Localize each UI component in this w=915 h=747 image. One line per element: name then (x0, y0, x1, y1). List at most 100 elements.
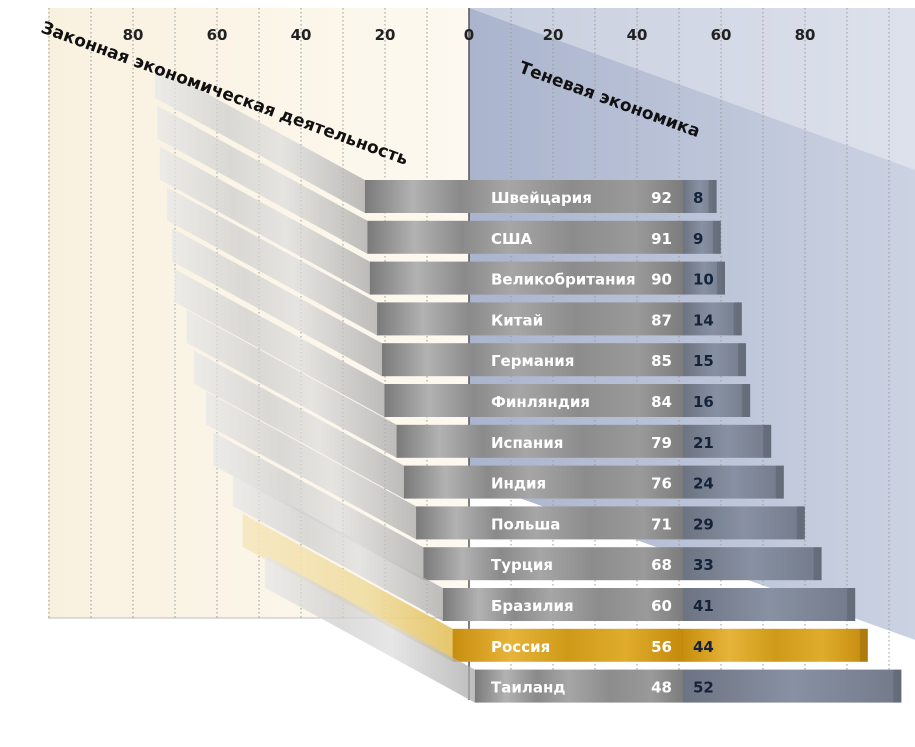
bar-row: Великобритания 90 10 (159, 146, 725, 295)
legal-value-label: 60 (651, 597, 672, 615)
bar-side (157, 105, 368, 254)
shadow-economy-bar (683, 669, 902, 703)
bar-row: Польша 71 29 (206, 391, 805, 540)
legal-economy-bar (396, 424, 683, 458)
country-label: Таиланд (491, 679, 565, 697)
left-tick-label: 60 (207, 26, 228, 44)
bar-row: Бразилия 60 41 (232, 473, 856, 621)
bar-side (264, 554, 475, 703)
bar-row: Россия 56 44 (242, 513, 868, 662)
legal-economy-bar (364, 180, 683, 213)
bar-row: Китай 87 14 (167, 187, 742, 336)
bar-row: Таиланд 48 52 (264, 554, 902, 703)
bar-row: Германия 85 15 (171, 228, 746, 377)
legal-economy-bar (369, 261, 683, 295)
bar-side (232, 473, 443, 621)
bar-end-shade (717, 261, 725, 295)
center-tick-label: 0 (464, 26, 474, 44)
bar-end-shade (742, 384, 751, 417)
bar-end-shade (738, 343, 746, 377)
bar-side (206, 391, 417, 540)
bar-end-shade (859, 628, 868, 662)
right-tick-label: 60 (711, 26, 732, 44)
legal-economy-bar (416, 506, 683, 540)
country-label: Россия (491, 638, 550, 656)
shadow-value-label: 15 (693, 352, 714, 370)
bar-side (167, 187, 378, 336)
bar-end-shade (796, 506, 805, 540)
legal-value-label: 76 (651, 475, 672, 493)
bar-side (213, 432, 424, 581)
legal-value-label: 68 (651, 556, 672, 574)
bar-row: Швейцария 92 8 (154, 65, 717, 213)
legal-value-label: 91 (651, 230, 672, 248)
legal-value-label: 48 (651, 679, 672, 697)
left-tick-label: 40 (291, 26, 312, 44)
bar-row: Испания 79 21 (186, 309, 772, 458)
shadow-economy-bar (683, 261, 725, 295)
legal-value-label: 90 (651, 271, 672, 289)
country-label: Турция (491, 556, 553, 574)
bar-end-shade (813, 547, 822, 581)
bar-side (154, 65, 365, 213)
country-label: Великобритания (491, 271, 636, 289)
bar-end-shade (733, 302, 742, 336)
bar-side (171, 228, 382, 377)
right-tick-label: 40 (627, 26, 648, 44)
country-label: Швейцария (491, 189, 592, 207)
shadow-value-label: 9 (693, 230, 703, 248)
country-label: Бразилия (491, 597, 574, 615)
shadow-economy-bar (683, 465, 784, 499)
bar-end-shade (763, 424, 772, 458)
legal-economy-bar (423, 547, 683, 581)
shadow-economy-bar (683, 588, 856, 621)
shadow-economy-bar (683, 424, 772, 458)
shadow-panel-highlight (469, 8, 915, 170)
bar-end-shade (712, 220, 721, 254)
shadow-value-label: 21 (693, 434, 714, 452)
country-label: Китай (491, 311, 543, 329)
shadow-value-label: 52 (693, 679, 714, 697)
right-tick-label: 80 (795, 26, 816, 44)
legal-economy-bar (384, 384, 683, 417)
shadow-value-label: 41 (693, 597, 714, 615)
legal-value-label: 92 (651, 189, 672, 207)
bar-end-shade (847, 588, 856, 621)
shadow-economy-bar (683, 547, 822, 581)
shadow-value-label: 33 (693, 556, 714, 574)
shadow-economy-bar (683, 180, 717, 213)
legal-economy-bar (442, 588, 683, 621)
bar-side (174, 269, 385, 417)
legal-value-label: 85 (651, 352, 672, 370)
bar-side (159, 146, 370, 295)
bar-end-shade (775, 465, 784, 499)
shadow-value-label: 24 (693, 475, 714, 493)
right-tick-label: 20 (543, 26, 564, 44)
bar-side (193, 350, 404, 499)
legal-economy-bar (367, 220, 683, 254)
shadow-value-label: 10 (693, 271, 714, 289)
legal-economy-bar (381, 343, 683, 377)
bar-row: Турция 68 33 (213, 432, 822, 581)
legal-economy-bar (474, 669, 683, 703)
highlight-shadow-bar (683, 628, 868, 662)
shadow-value-label: 16 (693, 393, 714, 411)
legal-economy-bar (377, 302, 683, 336)
shadow-value-label: 14 (693, 311, 714, 329)
country-label: Польша (491, 515, 560, 533)
shadow-value-label: 44 (693, 638, 714, 656)
left-tick-label: 80 (123, 26, 144, 44)
country-label: Индия (491, 475, 546, 493)
shadow-value-label: 8 (693, 189, 703, 207)
country-label: США (491, 230, 533, 248)
shadow-economy-bar (683, 220, 721, 254)
country-label: Германия (491, 352, 574, 370)
shadow-economy-bar (683, 343, 746, 377)
legal-value-label: 56 (651, 638, 672, 656)
left-tick-label: 20 (375, 26, 396, 44)
bar-row: Индия 76 24 (193, 350, 784, 499)
legal-value-label: 71 (651, 515, 672, 533)
shadow-value-label: 29 (693, 515, 714, 533)
bar-row: Финляндия 84 16 (174, 269, 751, 417)
